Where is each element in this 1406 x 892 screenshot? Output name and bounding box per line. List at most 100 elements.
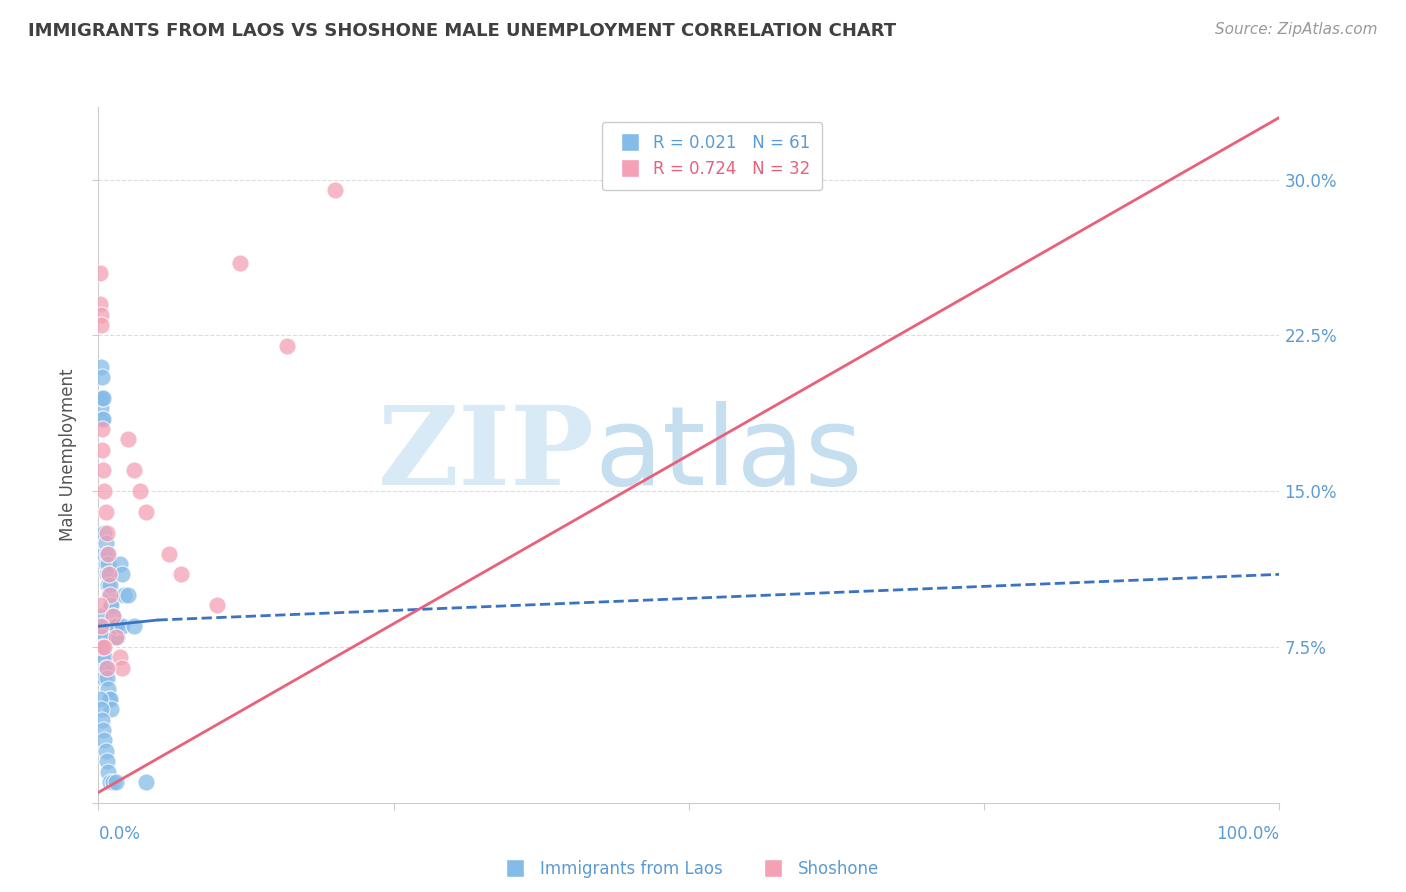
Text: ZIP: ZIP: [378, 401, 595, 508]
Point: [97, 547, 120, 561]
Point: [98, 588, 121, 602]
Point: [101, 608, 124, 623]
Point: [90, 619, 112, 633]
Point: [90, 308, 112, 322]
Y-axis label: Male Unemployment: Male Unemployment: [59, 368, 77, 541]
Point: [90, 619, 112, 633]
Point: [128, 484, 150, 499]
Point: [91, 640, 114, 654]
Point: [100, 702, 122, 716]
Point: [105, 775, 128, 789]
Point: [91, 723, 114, 738]
Point: [90, 401, 112, 416]
Point: [104, 630, 127, 644]
Point: [93, 671, 115, 685]
Point: [93, 650, 115, 665]
Point: [96, 754, 118, 768]
Point: [97, 578, 120, 592]
Point: [100, 599, 122, 613]
Point: [94, 744, 117, 758]
Point: [98, 567, 121, 582]
Point: [101, 775, 124, 789]
Legend: Immigrants from Laos, Shoshone: Immigrants from Laos, Shoshone: [492, 854, 886, 885]
Point: [91, 391, 114, 405]
Point: [96, 547, 118, 561]
Point: [135, 505, 157, 519]
Point: [98, 599, 121, 613]
Point: [91, 370, 114, 384]
Point: [91, 713, 114, 727]
Point: [135, 775, 157, 789]
Point: [93, 547, 115, 561]
Point: [89, 391, 111, 405]
Point: [97, 557, 120, 571]
Point: [105, 619, 128, 633]
Point: [90, 640, 112, 654]
Point: [229, 256, 252, 270]
Point: [97, 681, 120, 696]
Point: [117, 433, 139, 447]
Point: [105, 619, 128, 633]
Point: [89, 599, 111, 613]
Point: [91, 463, 114, 477]
Point: [117, 588, 139, 602]
Point: [93, 640, 115, 654]
Point: [94, 536, 117, 550]
Point: [91, 411, 114, 425]
Point: [90, 318, 112, 332]
Point: [276, 339, 298, 353]
Point: [89, 608, 111, 623]
Text: atlas: atlas: [595, 401, 863, 508]
Point: [96, 671, 118, 685]
Point: [93, 733, 115, 747]
Point: [89, 297, 111, 311]
Point: [91, 650, 114, 665]
Point: [97, 764, 120, 779]
Point: [122, 619, 145, 633]
Point: [89, 692, 111, 706]
Point: [112, 588, 135, 602]
Point: [111, 661, 134, 675]
Point: [91, 630, 114, 644]
Point: [94, 557, 117, 571]
Point: [101, 608, 124, 623]
Point: [96, 661, 118, 675]
Point: [89, 630, 111, 644]
Point: [103, 619, 125, 633]
Point: [94, 661, 117, 675]
Point: [91, 442, 114, 457]
Point: [98, 578, 121, 592]
Point: [96, 567, 118, 582]
Text: 100.0%: 100.0%: [1216, 825, 1279, 843]
Point: [157, 547, 180, 561]
Text: IMMIGRANTS FROM LAOS VS SHOSHONE MALE UNEMPLOYMENT CORRELATION CHART: IMMIGRANTS FROM LAOS VS SHOSHONE MALE UN…: [28, 22, 896, 40]
Point: [96, 525, 118, 540]
Point: [91, 640, 114, 654]
Point: [94, 505, 117, 519]
Text: Source: ZipAtlas.com: Source: ZipAtlas.com: [1215, 22, 1378, 37]
Point: [91, 411, 114, 425]
Point: [98, 692, 121, 706]
Point: [111, 619, 134, 633]
Point: [323, 183, 346, 197]
Point: [91, 391, 114, 405]
Point: [98, 775, 121, 789]
Point: [93, 525, 115, 540]
Point: [93, 484, 115, 499]
Point: [89, 266, 111, 280]
Point: [122, 463, 145, 477]
Point: [105, 630, 128, 644]
Point: [105, 630, 128, 644]
Text: 0.0%: 0.0%: [98, 825, 141, 843]
Point: [108, 557, 131, 571]
Point: [170, 567, 193, 582]
Point: [98, 692, 121, 706]
Point: [91, 422, 114, 436]
Point: [111, 567, 134, 582]
Point: [108, 650, 131, 665]
Point: [90, 702, 112, 716]
Point: [98, 567, 121, 582]
Point: [98, 588, 121, 602]
Point: [91, 661, 114, 675]
Point: [90, 359, 112, 374]
